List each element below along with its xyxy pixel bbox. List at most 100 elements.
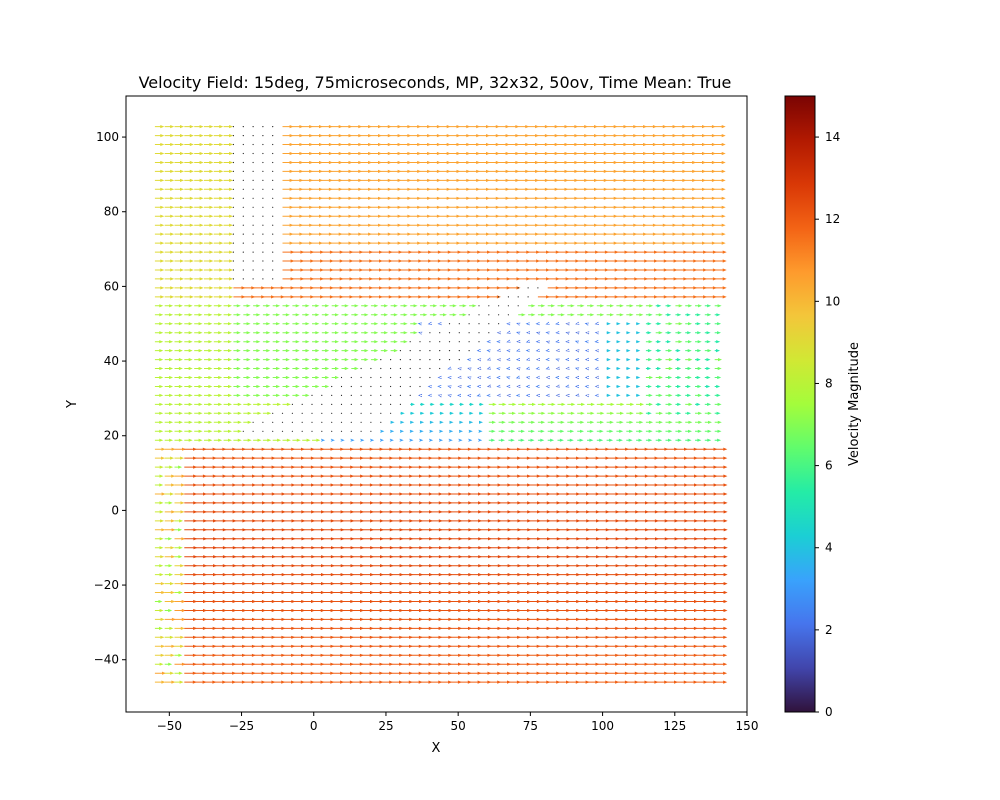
- quiver-arrow: [312, 385, 319, 388]
- quiver-arrow: [587, 224, 598, 227]
- quiver-arrow: [381, 340, 388, 343]
- quiver-arrow: [479, 170, 490, 173]
- quiver-arrow: [155, 197, 164, 200]
- quiver-arrow: [175, 510, 185, 513]
- quiver-arrow: [175, 618, 186, 621]
- quiver-arrow: [548, 188, 559, 191]
- quiver-arrow: [459, 206, 470, 209]
- quiver-arrow: [518, 188, 529, 191]
- quiver-arrow: [685, 197, 696, 200]
- quiver-arrow: [194, 313, 202, 316]
- quiver-arrow: [636, 152, 647, 155]
- quiver-masked-point: [380, 404, 381, 405]
- quiver-arrow: [400, 125, 411, 128]
- quiver-arrow: [400, 170, 411, 173]
- quiver-masked-point: [321, 413, 322, 414]
- quiver-arrow: [410, 233, 421, 236]
- quiver-arrow: [302, 143, 313, 146]
- quiver-arrow: [155, 457, 165, 460]
- quiver-arrow: [626, 394, 630, 397]
- quiver-arrow: [204, 322, 212, 325]
- quiver-arrow: [546, 376, 550, 379]
- quiver-arrow: [626, 385, 630, 388]
- quiver-arrow: [715, 573, 728, 576]
- quiver-arrow: [538, 188, 549, 191]
- quiver-masked-point: [262, 207, 263, 208]
- quiver-arrow: [371, 340, 378, 343]
- quiver-arrow: [477, 367, 481, 370]
- colorbar-axis: 02468101214: [815, 130, 840, 719]
- quiver-arrow: [253, 367, 260, 370]
- quiver-arrow: [477, 394, 481, 397]
- quiver-arrow: [646, 206, 657, 209]
- quiver-arrow: [428, 322, 432, 325]
- quiver-arrow: [715, 483, 728, 486]
- quiver-arrow: [391, 331, 398, 334]
- quiver-masked-point: [243, 260, 244, 261]
- quiver-masked-point: [459, 341, 460, 342]
- quiver-arrow: [175, 466, 183, 469]
- quiver-arrow: [585, 331, 589, 334]
- quiver-arrow: [575, 349, 579, 352]
- quiver-masked-point: [488, 314, 489, 315]
- quiver-arrow: [508, 125, 519, 128]
- quiver-arrow: [675, 161, 686, 164]
- quiver-arrow: [469, 125, 480, 128]
- quiver-arrow: [538, 170, 549, 173]
- quiver-arrow: [538, 161, 549, 164]
- quiver-arrow: [155, 188, 164, 191]
- quiver-arrow: [263, 340, 270, 343]
- quiver-arrow: [400, 322, 407, 325]
- quiver-arrow: [508, 439, 514, 442]
- quiver-arrow: [233, 403, 241, 406]
- quiver-arrow: [546, 394, 550, 397]
- quiver-arrow: [447, 385, 451, 388]
- quiver-arrow: [616, 412, 624, 415]
- quiver-arrow: [243, 403, 251, 406]
- quiver-arrow: [273, 304, 280, 307]
- quiver-arrow: [685, 134, 696, 137]
- quiver-arrow: [430, 224, 441, 227]
- quiver-arrow: [214, 268, 224, 271]
- quiver-arrow: [312, 322, 319, 325]
- quiver-arrow: [175, 170, 185, 173]
- quiver-masked-point: [478, 323, 479, 324]
- quiver-masked-point: [233, 216, 234, 217]
- x-tick-label: −50: [157, 719, 182, 733]
- quiver-arrow: [467, 394, 471, 397]
- quiver-arrow: [469, 134, 480, 137]
- quiver-arrow: [438, 394, 442, 397]
- quiver-arrow: [155, 125, 164, 128]
- quiver-masked-point: [400, 377, 401, 378]
- quiver-arrow: [381, 206, 392, 209]
- quiver-arrow: [204, 421, 212, 424]
- quiver-arrow: [506, 322, 510, 325]
- quiver-arrow: [184, 367, 192, 370]
- quiver-arrow: [204, 206, 213, 209]
- quiver-arrow: [675, 206, 686, 209]
- quiver-arrow: [381, 224, 392, 227]
- quiver-arrow: [447, 376, 451, 379]
- quiver-arrow: [332, 242, 343, 245]
- quiver-arrow: [646, 188, 657, 191]
- quiver-arrow: [715, 510, 728, 513]
- quiver-arrow: [194, 268, 203, 271]
- quiver-arrow: [312, 439, 320, 442]
- quiver-arrow: [175, 197, 185, 200]
- quiver-arrow: [390, 439, 394, 442]
- quiver-arrow: [636, 439, 642, 442]
- quiver-arrow: [184, 233, 194, 236]
- x-tick-label: −25: [229, 719, 254, 733]
- quiver-masked-point: [361, 404, 362, 405]
- quiver-arrow: [575, 394, 579, 397]
- quiver-arrow: [312, 376, 319, 379]
- quiver-arrow: [400, 152, 411, 155]
- quiver-arrow: [715, 627, 728, 630]
- quiver-arrow: [636, 143, 647, 146]
- quiver-arrow: [705, 304, 711, 307]
- quiver-arrow: [487, 358, 491, 361]
- quiver-masked-point: [410, 350, 411, 351]
- quiver-arrow: [263, 331, 270, 334]
- quiver-arrow: [165, 448, 176, 451]
- quiver-masked-point: [351, 395, 352, 396]
